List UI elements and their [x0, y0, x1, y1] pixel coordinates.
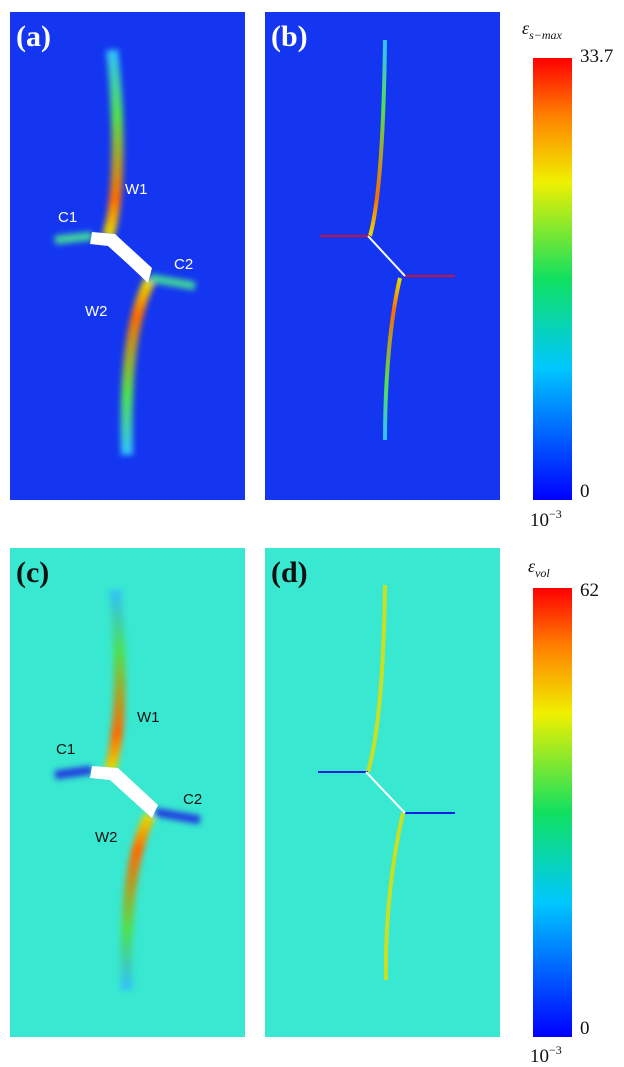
- panel-c: (c) W1 C1 C2 W2: [10, 548, 245, 1037]
- panel-label: (c): [16, 556, 49, 589]
- colorbar: εs−max 33.7 0 10−3: [522, 18, 613, 531]
- panel-label: (b): [271, 20, 308, 53]
- colorbar-title: εvol: [528, 556, 550, 580]
- annotation: C1: [58, 209, 77, 226]
- colorbar-scale: [533, 588, 572, 1037]
- colorbar-title: εs−max: [522, 18, 563, 42]
- figure: (a) C1 W1 C2 W2 (b) εs−max 33.7 0 10−3 (…: [0, 0, 624, 1067]
- colorbar-max: 62: [580, 580, 599, 601]
- panel-label: (a): [16, 20, 51, 53]
- label-text: vol: [535, 566, 550, 580]
- annotation: W2: [95, 829, 118, 846]
- colorbar-min: 0: [580, 1018, 590, 1039]
- label-text: s−max: [529, 28, 562, 42]
- label-text: −3: [549, 507, 562, 521]
- panel-a: (a) C1 W1 C2 W2: [10, 12, 245, 500]
- annotation: C1: [56, 741, 75, 758]
- annotation: W1: [137, 709, 160, 726]
- annotation: C2: [174, 256, 193, 273]
- panel-label: (d): [271, 556, 308, 589]
- label-text: −3: [549, 1043, 562, 1057]
- annotation: C2: [183, 791, 202, 808]
- panel-b: (b): [265, 12, 500, 500]
- colorbar-min: 0: [580, 481, 590, 502]
- annotation: W1: [125, 181, 148, 198]
- label-text: 10: [530, 1046, 549, 1067]
- colorbar: εvol 62 0 10−3: [528, 556, 599, 1067]
- colorbar-scale: [533, 58, 572, 500]
- panel-d: (d): [265, 548, 500, 1037]
- annotation: W2: [85, 303, 108, 320]
- colorbar-unit: 10−3: [530, 1043, 562, 1067]
- colorbar-unit: 10−3: [530, 507, 562, 531]
- label-text: 10: [530, 510, 549, 531]
- colorbar-max: 33.7: [580, 46, 613, 67]
